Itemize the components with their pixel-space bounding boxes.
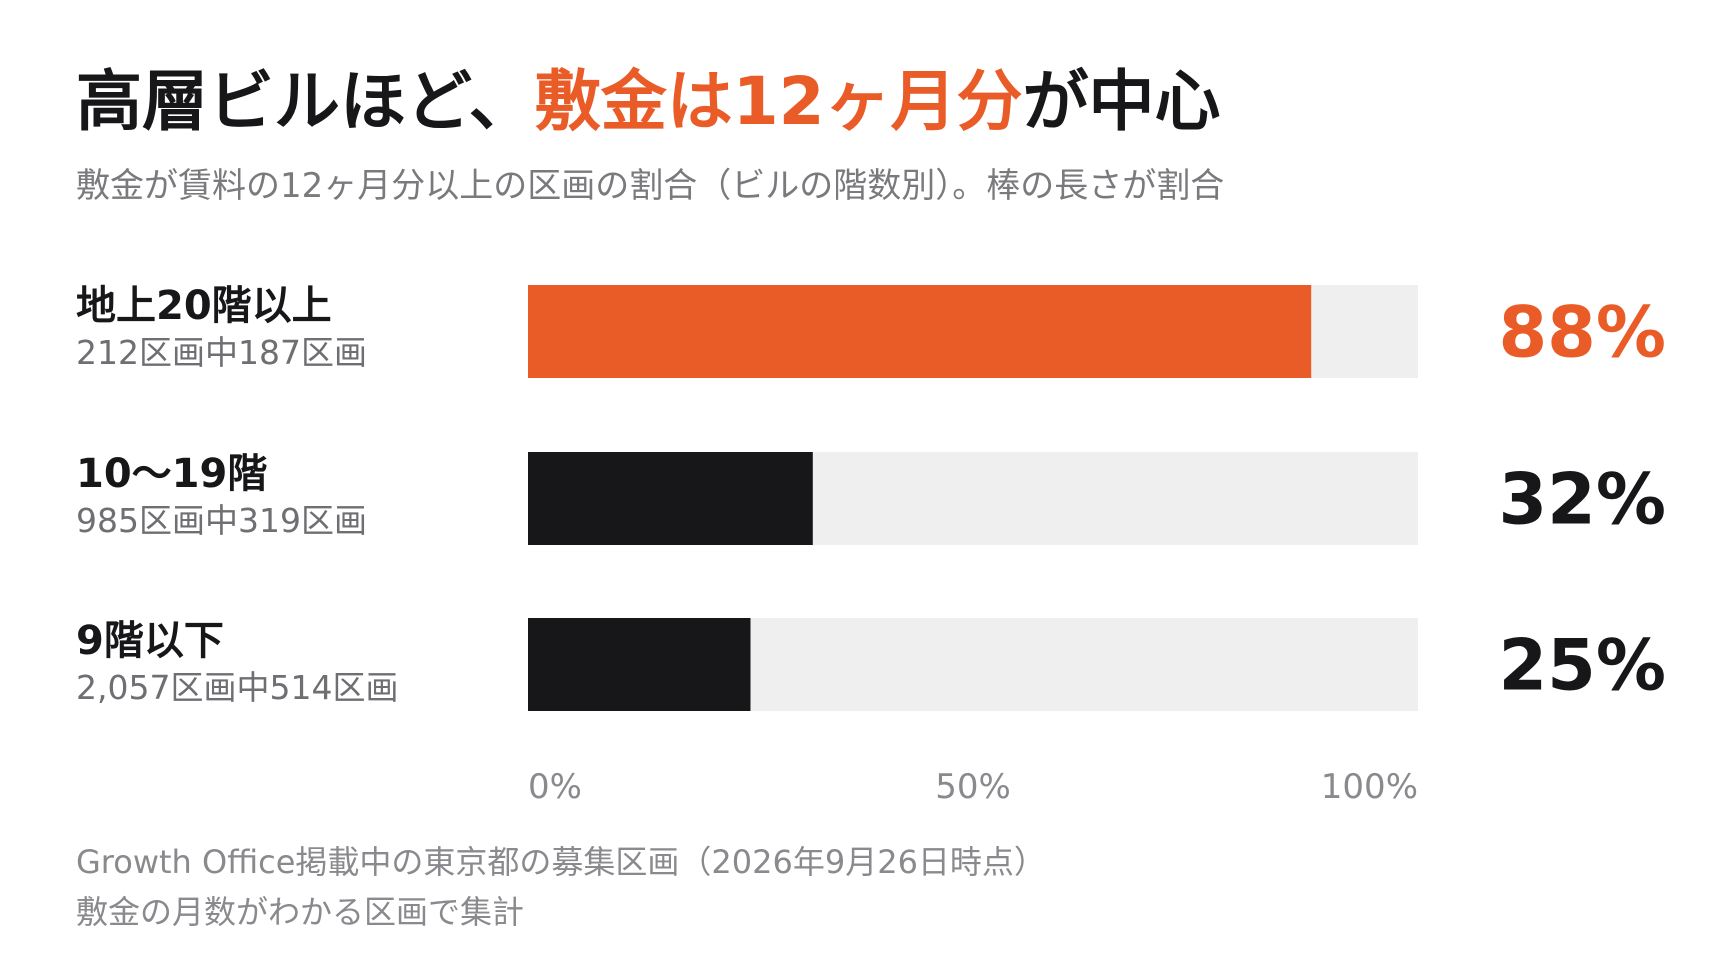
x-tick-label: 0% — [528, 767, 582, 807]
title-suffix: が中心 — [1022, 63, 1221, 140]
row-detail-label: 212区画中187区画 — [76, 333, 367, 372]
x-tick-label: 50% — [935, 767, 1011, 807]
footnote-method: 敷金の月数がわかる区画で集計 — [76, 892, 525, 931]
title-prefix: 高層ビルほど、 — [76, 63, 535, 140]
footnote-source: Growth Office掲載中の東京都の募集区画（2026年9月26日時点） — [76, 843, 1046, 881]
row-category-label: 10〜19階 — [76, 451, 268, 497]
value-label: 32% — [1498, 459, 1666, 541]
title-highlight: 敷金は12ヶ月分 — [534, 63, 1023, 140]
x-tick-label: 100% — [1321, 767, 1418, 807]
row-detail-label: 2,057区画中514区画 — [76, 668, 399, 707]
value-label: 88% — [1498, 292, 1666, 374]
chart-subtitle: 敷金が賃料の12ヶ月分以上の区画の割合（ビルの階数別）。棒の長さが割合 — [76, 166, 1225, 206]
chart-title: 高層ビルほど、敷金は12ヶ月分が中心 — [76, 64, 1221, 140]
footnote: Growth Office掲載中の東京都の募集区画（2026年9月26日時点） … — [76, 838, 1046, 937]
row-label-group: 9階以下 2,057区画中514区画 — [76, 617, 398, 711]
row-label-group: 10〜19階 985区画中319区画 — [76, 450, 367, 544]
value-label: 25% — [1498, 625, 1666, 707]
row-label-group: 地上20階以上 212区画中187区画 — [76, 282, 367, 376]
bar — [528, 285, 1312, 378]
row-category-label: 地上20階以上 — [76, 283, 332, 329]
row-detail-label: 985区画中319区画 — [76, 501, 367, 540]
row-category-label: 9階以下 — [76, 618, 224, 664]
bar — [528, 452, 813, 545]
bar — [528, 618, 751, 711]
